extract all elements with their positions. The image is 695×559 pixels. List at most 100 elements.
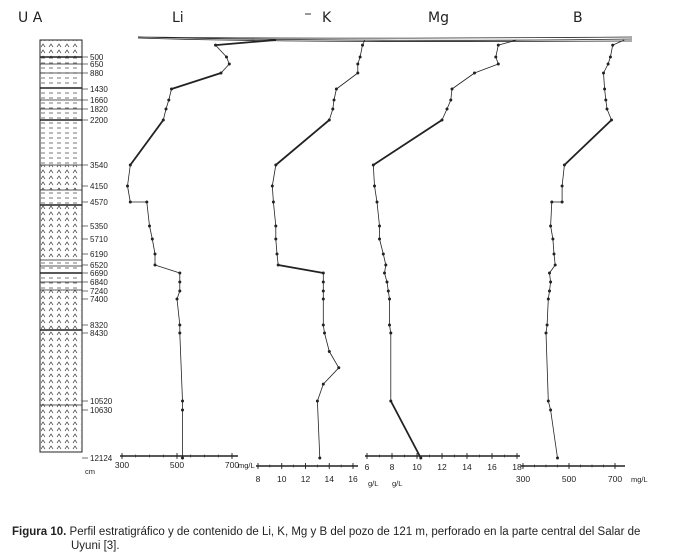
li-segment-8 [129,119,165,166]
k-unit: g/L [368,479,378,488]
strat-layer-9 [41,330,81,405]
k-point-2 [358,55,362,59]
mg-segment-10 [374,185,378,203]
mg-tick-label-16: 16 [487,462,497,472]
mg-point-10 [373,184,376,188]
b-point-2 [608,55,612,59]
k-point-10 [270,184,274,188]
mg-segment-6 [446,99,452,110]
depth-label-5350: 5350 [90,222,108,231]
mg-point-6 [449,98,453,102]
depth-label-2200: 2200 [90,116,108,125]
b-segment-1 [610,45,614,58]
k-tick-label-12: 12 [301,474,311,484]
b-tick-label-500: 500 [562,474,576,484]
strat-layer-8 [41,290,81,330]
li-header: Li [172,10,184,26]
b-segment-16 [549,264,556,274]
depth-label-500: 500 [90,53,104,62]
depth-label-4570: 4570 [90,198,108,207]
li-tick-label-300: 300 [115,460,129,470]
mg-point-15 [384,263,388,267]
b-segment-6 [605,99,608,110]
mg-point-2 [494,55,498,59]
b-segment-17 [549,272,551,283]
k-segment-8 [275,119,330,166]
mg-segment-3 [474,63,499,74]
mg-tick-label-18: 18 [512,462,522,472]
k-segment-22 [328,351,340,369]
b-segment-12 [550,201,553,227]
k-segment-14 [276,253,279,266]
li-unit: mg/L [238,461,255,470]
b-segment-22 [545,332,549,402]
li-segment-0 [215,39,277,46]
k-point-12 [274,224,278,228]
k-point-16 [321,271,325,275]
mg-tick-label-8: 8 [390,462,395,472]
k-point-21 [323,331,326,335]
k-segment-7 [328,108,334,121]
stratigraphic-column [39,39,83,453]
mg-tick-label-12: 12 [437,462,447,472]
mg-point-14 [381,252,385,256]
li-tick-label-700: 700 [225,460,239,470]
li-point-14 [150,237,154,241]
depth-label-1660: 1660 [90,96,108,105]
b-segment-4 [603,72,605,90]
b-header: B [573,10,583,26]
strat-layer-0 [41,40,81,57]
k-point-26 [318,456,322,460]
top-lines [137,36,633,42]
li-segment-22 [179,332,183,402]
k-point-14 [275,252,279,256]
b-point-18 [549,280,553,284]
k-point-23 [337,366,341,370]
depth-label-6520: 6520 [90,261,108,270]
li-point-25 [181,456,184,460]
b-point-3 [606,62,610,66]
b-tick-label-300: 300 [516,474,530,484]
li-segment-20 [176,298,181,326]
depth-label-6190: 6190 [90,250,108,259]
mg-unit: g/L [392,479,402,488]
b-segment-15 [553,253,556,266]
li-point-20 [175,297,179,301]
depth-label-880: 880 [90,69,104,78]
b-unit: mg/L [631,475,648,484]
mg-segment-0 [498,39,518,46]
k-point-5 [334,87,338,91]
b-point-7 [605,107,609,111]
mg-segment-22 [390,400,422,459]
li-point-3 [227,62,231,66]
b-segment-5 [604,88,607,101]
li-segment-5 [168,88,172,101]
mg-segment-1 [495,45,499,58]
k-segment-13 [275,238,278,255]
depth-label-5710: 5710 [90,235,108,244]
b-segment-0 [612,39,625,46]
k-segment-10 [271,185,274,203]
k-segment-9 [271,164,277,187]
mg-header: Mg [428,10,449,26]
mg-point-16 [383,271,386,275]
b-point-21 [545,323,549,327]
depth-label-1430: 1430 [90,85,108,94]
k-segment-25 [317,400,321,459]
li-point-12 [145,200,149,204]
mg-segment-8 [372,119,443,166]
column-header-ua: U A [18,10,43,26]
strat-layer-2 [41,73,81,88]
li-segment-14 [151,238,156,255]
li-point-24 [181,408,184,412]
depth-label-650: 650 [90,60,104,69]
k-tick-label-10: 10 [277,474,287,484]
li-segment-13 [149,225,153,240]
depth-label-6690: 6690 [90,269,108,278]
caption-label: Figura 10. [12,526,67,538]
b-segment-23 [547,400,551,411]
b-segment-20 [546,298,549,326]
li-segment-12 [146,201,150,227]
li-point-22 [178,331,182,335]
